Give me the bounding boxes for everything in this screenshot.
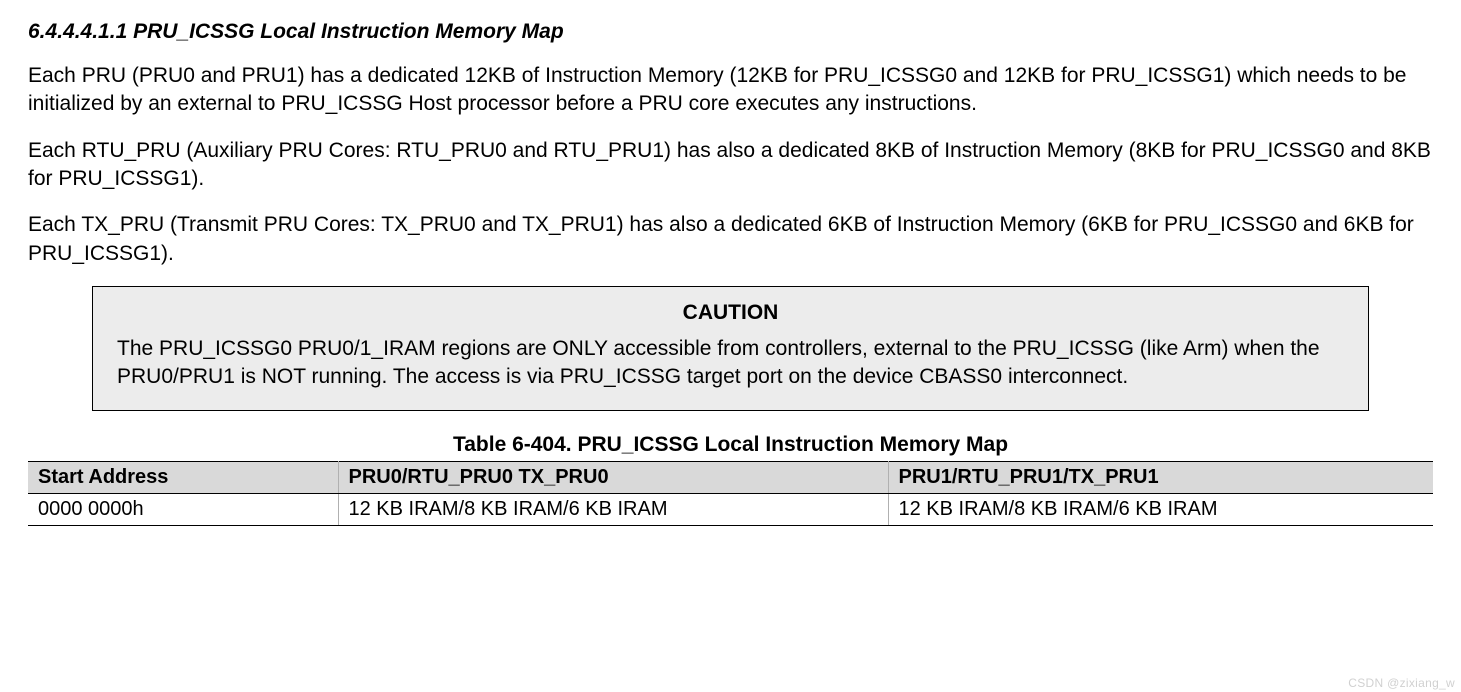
paragraph-2: Each RTU_PRU (Auxiliary PRU Cores: RTU_P…	[28, 137, 1433, 194]
table-header-cell: Start Address	[28, 461, 338, 493]
table-header-cell: PRU1/RTU_PRU1/TX_PRU1	[888, 461, 1433, 493]
table-row: 0000 0000h 12 KB IRAM/8 KB IRAM/6 KB IRA…	[28, 493, 1433, 525]
section-heading: 6.4.4.4.1.1 PRU_ICSSG Local Instruction …	[28, 20, 1433, 44]
caution-title: CAUTION	[117, 301, 1344, 325]
paragraph-3: Each TX_PRU (Transmit PRU Cores: TX_PRU0…	[28, 211, 1433, 268]
table-title: Table 6-404. PRU_ICSSG Local Instruction…	[28, 433, 1433, 457]
watermark: CSDN @zixiang_w	[1348, 676, 1455, 690]
caution-box: CAUTION The PRU_ICSSG0 PRU0/1_IRAM regio…	[92, 286, 1369, 411]
table-cell: 0000 0000h	[28, 493, 338, 525]
table-header-cell: PRU0/RTU_PRU0 TX_PRU0	[338, 461, 888, 493]
table-cell: 12 KB IRAM/8 KB IRAM/6 KB IRAM	[338, 493, 888, 525]
table-cell: 12 KB IRAM/8 KB IRAM/6 KB IRAM	[888, 493, 1433, 525]
table-header-row: Start Address PRU0/RTU_PRU0 TX_PRU0 PRU1…	[28, 461, 1433, 493]
caution-body: The PRU_ICSSG0 PRU0/1_IRAM regions are O…	[117, 335, 1344, 392]
memory-map-table: Start Address PRU0/RTU_PRU0 TX_PRU0 PRU1…	[28, 461, 1433, 526]
paragraph-1: Each PRU (PRU0 and PRU1) has a dedicated…	[28, 62, 1433, 119]
